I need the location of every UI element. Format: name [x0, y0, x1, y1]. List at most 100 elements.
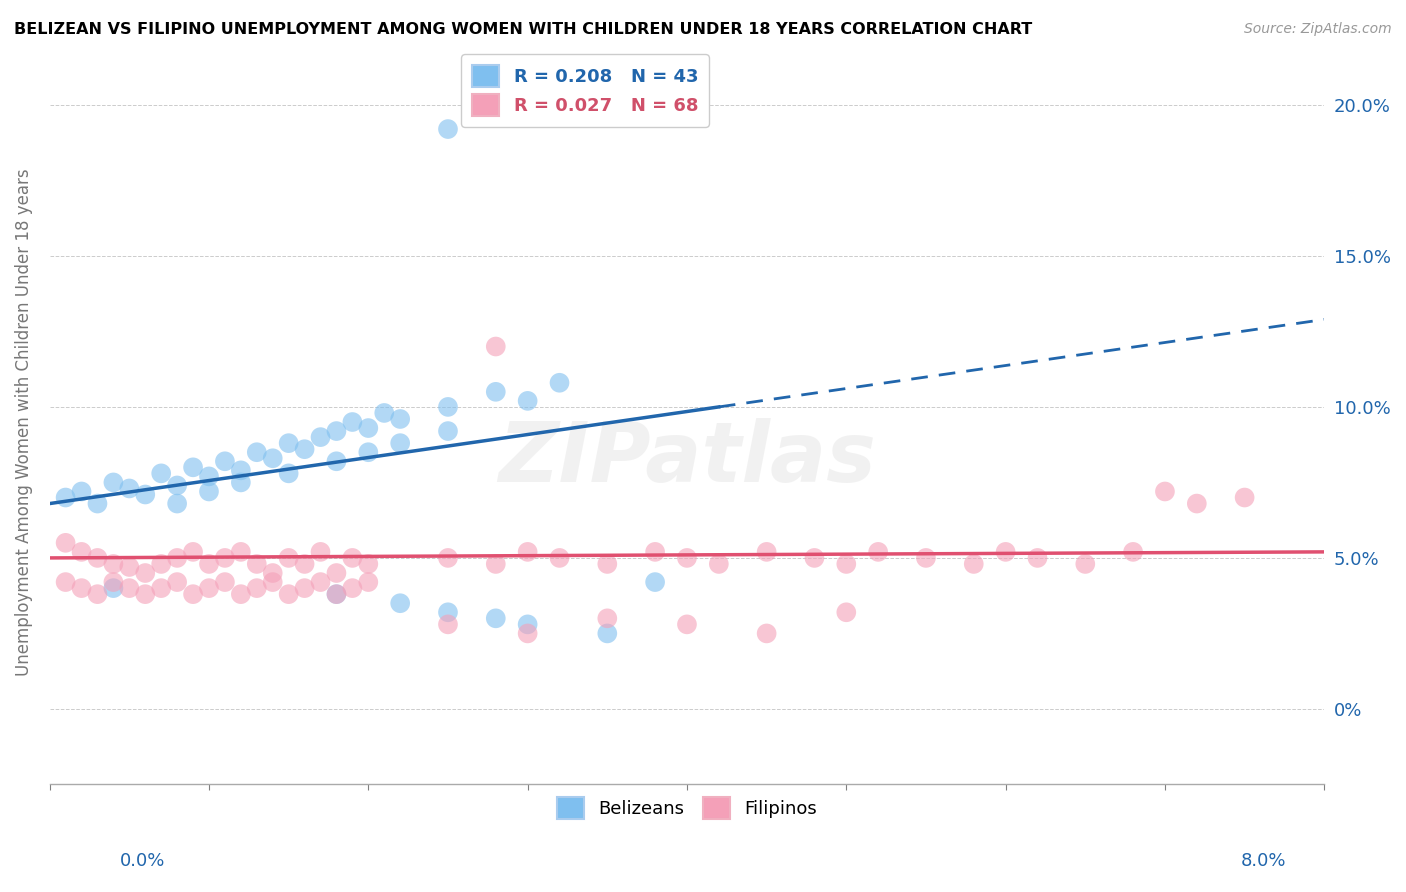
Point	[294, 442, 316, 457]
Point	[516, 393, 538, 408]
Point	[294, 557, 316, 571]
Point	[277, 550, 299, 565]
Point	[516, 626, 538, 640]
Point	[325, 424, 347, 438]
Text: 8.0%: 8.0%	[1241, 852, 1286, 870]
Text: 0.0%: 0.0%	[120, 852, 165, 870]
Point	[357, 575, 380, 590]
Point	[485, 339, 508, 353]
Point	[229, 587, 252, 601]
Point	[994, 545, 1017, 559]
Y-axis label: Unemployment Among Women with Children Under 18 years: Unemployment Among Women with Children U…	[15, 169, 32, 676]
Point	[55, 491, 77, 505]
Point	[357, 557, 380, 571]
Point	[229, 463, 252, 477]
Point	[70, 581, 93, 595]
Point	[755, 545, 778, 559]
Point	[181, 460, 204, 475]
Point	[485, 557, 508, 571]
Point	[389, 596, 412, 610]
Point	[868, 545, 890, 559]
Point	[835, 557, 858, 571]
Point	[357, 445, 380, 459]
Point	[915, 550, 938, 565]
Point	[181, 587, 204, 601]
Point	[437, 617, 460, 632]
Point	[803, 550, 825, 565]
Point	[373, 406, 395, 420]
Point	[325, 566, 347, 580]
Point	[198, 469, 221, 483]
Point	[134, 487, 156, 501]
Point	[246, 581, 269, 595]
Point	[676, 617, 699, 632]
Point	[198, 557, 221, 571]
Point	[389, 412, 412, 426]
Point	[86, 497, 108, 511]
Point	[246, 557, 269, 571]
Point	[644, 545, 666, 559]
Text: ZIPatlas: ZIPatlas	[498, 417, 876, 499]
Point	[150, 581, 173, 595]
Point	[134, 566, 156, 580]
Point	[103, 557, 125, 571]
Point	[1026, 550, 1049, 565]
Point	[707, 557, 730, 571]
Point	[262, 566, 284, 580]
Point	[485, 384, 508, 399]
Point	[70, 545, 93, 559]
Point	[118, 581, 141, 595]
Point	[277, 587, 299, 601]
Point	[166, 478, 188, 492]
Point	[1233, 491, 1256, 505]
Point	[150, 557, 173, 571]
Legend: Belizeans, Filipinos: Belizeans, Filipinos	[550, 789, 824, 826]
Point	[644, 575, 666, 590]
Point	[166, 575, 188, 590]
Point	[309, 575, 332, 590]
Point	[1074, 557, 1097, 571]
Point	[389, 436, 412, 450]
Point	[70, 484, 93, 499]
Point	[229, 545, 252, 559]
Point	[166, 497, 188, 511]
Point	[342, 581, 364, 595]
Point	[55, 536, 77, 550]
Point	[325, 587, 347, 601]
Point	[229, 475, 252, 490]
Point	[1122, 545, 1144, 559]
Point	[181, 545, 204, 559]
Point	[596, 557, 619, 571]
Point	[294, 581, 316, 595]
Point	[214, 454, 236, 468]
Text: Source: ZipAtlas.com: Source: ZipAtlas.com	[1244, 22, 1392, 37]
Point	[277, 436, 299, 450]
Point	[357, 421, 380, 435]
Point	[325, 454, 347, 468]
Point	[963, 557, 986, 571]
Point	[485, 611, 508, 625]
Point	[325, 587, 347, 601]
Point	[1154, 484, 1177, 499]
Point	[118, 560, 141, 574]
Point	[103, 475, 125, 490]
Point	[437, 424, 460, 438]
Point	[55, 575, 77, 590]
Point	[755, 626, 778, 640]
Text: BELIZEAN VS FILIPINO UNEMPLOYMENT AMONG WOMEN WITH CHILDREN UNDER 18 YEARS CORRE: BELIZEAN VS FILIPINO UNEMPLOYMENT AMONG …	[14, 22, 1032, 37]
Point	[150, 467, 173, 481]
Point	[309, 545, 332, 559]
Point	[548, 550, 571, 565]
Point	[86, 587, 108, 601]
Point	[516, 617, 538, 632]
Point	[596, 626, 619, 640]
Point	[342, 415, 364, 429]
Point	[134, 587, 156, 601]
Point	[198, 581, 221, 595]
Point	[214, 550, 236, 565]
Point	[342, 550, 364, 565]
Point	[676, 550, 699, 565]
Point	[548, 376, 571, 390]
Point	[166, 550, 188, 565]
Point	[86, 550, 108, 565]
